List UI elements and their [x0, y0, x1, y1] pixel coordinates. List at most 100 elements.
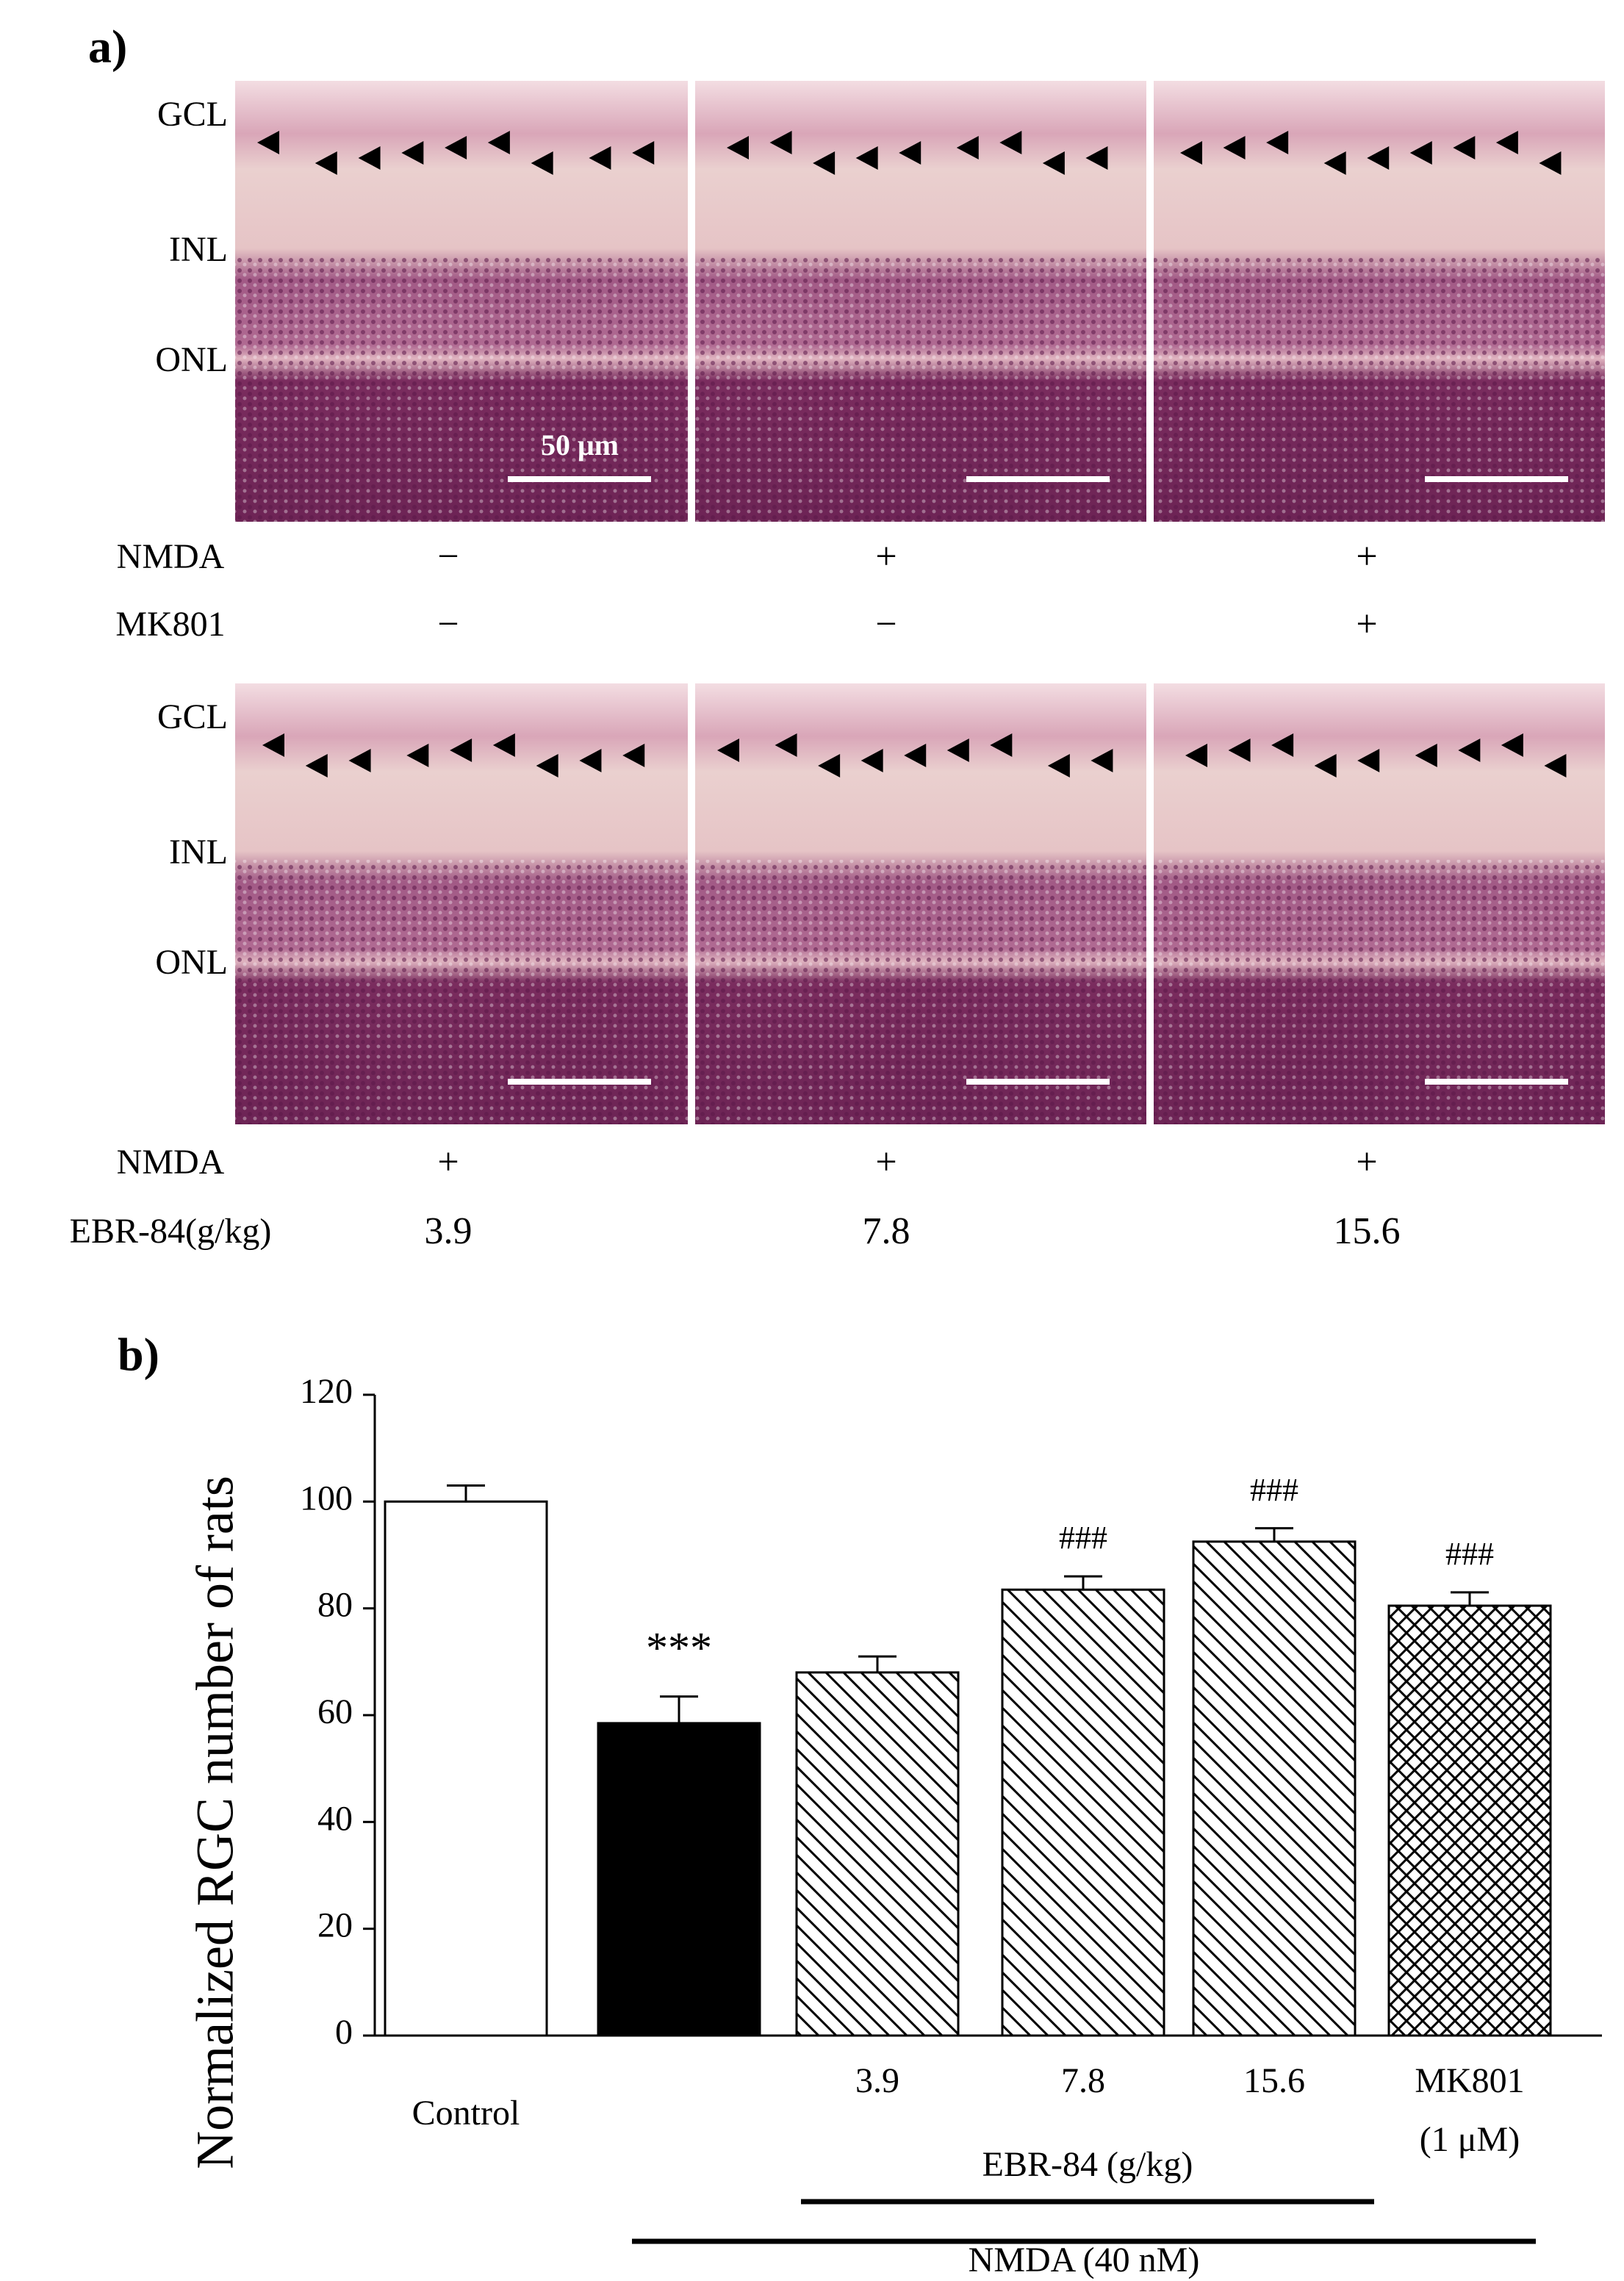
- y-tick-label: 20: [317, 1906, 353, 1945]
- arrowhead: [1539, 151, 1562, 175]
- x-tick-label: Control: [412, 2094, 520, 2133]
- significance-label: ###: [1250, 1472, 1298, 1508]
- arrowhead: [1314, 754, 1337, 777]
- arrowhead: [813, 151, 836, 175]
- layer-label: ONL: [155, 943, 228, 982]
- condition-label: NMDA: [117, 537, 225, 576]
- layer-label: GCL: [157, 95, 228, 134]
- arrowhead: [904, 744, 927, 767]
- arrowhead: [1495, 131, 1518, 154]
- bar: [1001, 1588, 1165, 2037]
- significance-label: ***: [646, 1623, 712, 1672]
- arrowhead: [769, 131, 792, 154]
- arrowhead: [1453, 136, 1476, 159]
- layer-label: GCL: [157, 697, 228, 736]
- arrowhead: [775, 733, 797, 757]
- x-tick-label: 3.9: [855, 2061, 899, 2100]
- arrowhead: [536, 754, 558, 777]
- arrowhead: [1180, 141, 1202, 165]
- condition-mark: −: [437, 603, 459, 645]
- arrowhead: [406, 744, 429, 767]
- arrowhead: [1042, 151, 1065, 175]
- condition-mark: +: [875, 1141, 897, 1183]
- arrowhead: [305, 754, 328, 777]
- arrowhead: [315, 151, 337, 175]
- y-tick-label: 120: [300, 1372, 353, 1411]
- condition-mark: −: [875, 603, 897, 645]
- condition-label: MK801: [115, 605, 225, 644]
- scale-bar-label: 50 μm: [541, 428, 619, 461]
- arrowhead: [492, 733, 515, 757]
- arrowhead: [1415, 744, 1437, 767]
- condition-mark: 7.8: [863, 1210, 910, 1252]
- arrowhead: [487, 131, 510, 154]
- y-tick-label: 0: [335, 2013, 353, 2052]
- panel-label: b): [118, 1329, 159, 1381]
- x-tick-label: MK801: [1415, 2061, 1524, 2100]
- arrowhead: [1047, 754, 1070, 777]
- arrowhead: [899, 141, 921, 165]
- arrowhead: [262, 733, 284, 757]
- y-tick-label: 60: [317, 1692, 353, 1731]
- x-tick-label: 15.6: [1243, 2061, 1305, 2100]
- bar: [597, 1722, 761, 2037]
- arrowhead: [445, 136, 467, 159]
- significance-label: ###: [1059, 1520, 1107, 1556]
- arrowhead: [1223, 136, 1246, 159]
- arrowhead: [990, 733, 1013, 757]
- group-label: EBR-84 (g/kg): [982, 2145, 1193, 2184]
- bar: [1192, 1540, 1357, 2037]
- condition-mark: −: [437, 536, 459, 578]
- arrowhead: [257, 131, 279, 154]
- arrowhead: [1367, 146, 1390, 170]
- arrowhead: [1357, 749, 1380, 772]
- condition-mark: 3.9: [425, 1210, 473, 1252]
- arrowhead: [1544, 754, 1567, 777]
- condition-label: EBR-84(g/kg): [70, 1212, 272, 1251]
- arrowhead: [1323, 151, 1346, 175]
- arrowhead: [1501, 733, 1523, 757]
- arrowhead: [531, 151, 553, 175]
- panel-label: a): [88, 21, 127, 73]
- arrowhead: [348, 749, 371, 772]
- layer-label: ONL: [155, 340, 228, 379]
- condition-mark: +: [1356, 536, 1377, 578]
- arrowhead: [855, 146, 878, 170]
- arrowhead: [1266, 131, 1289, 154]
- condition-mark: +: [875, 536, 897, 578]
- arrowhead: [579, 749, 602, 772]
- x-tick-label: (1 μM): [1420, 2120, 1520, 2159]
- y-tick-label: 80: [317, 1586, 353, 1625]
- arrowhead: [946, 739, 969, 762]
- condition-mark: +: [437, 1141, 459, 1183]
- y-tick-label: 100: [300, 1479, 353, 1517]
- bar: [795, 1671, 960, 2037]
- bar: [384, 1500, 548, 2037]
- arrowhead: [450, 739, 473, 762]
- arrowhead: [1228, 739, 1251, 762]
- significance-label: ###: [1445, 1536, 1494, 1572]
- y-tick-label: 40: [317, 1799, 353, 1838]
- x-tick-label: 7.8: [1061, 2061, 1105, 2100]
- group-label: NMDA (40 nM): [969, 2241, 1200, 2280]
- arrowhead: [999, 131, 1022, 154]
- arrowhead: [358, 146, 381, 170]
- y-axis-label: Normalized RGC number of rats: [186, 1476, 245, 2169]
- arrowhead: [717, 739, 739, 762]
- arrowhead: [727, 136, 749, 159]
- arrowhead: [589, 146, 611, 170]
- arrowhead: [956, 136, 979, 159]
- condition-mark: +: [1356, 603, 1377, 645]
- arrowhead: [818, 754, 841, 777]
- arrowhead: [1409, 141, 1432, 165]
- arrowhead: [1458, 739, 1481, 762]
- layer-label: INL: [169, 833, 228, 872]
- arrowhead: [860, 749, 883, 772]
- condition-mark: 15.6: [1334, 1210, 1401, 1252]
- arrowhead: [1271, 733, 1294, 757]
- arrowhead: [1091, 749, 1113, 772]
- bar: [1387, 1604, 1552, 2037]
- arrowhead: [1085, 146, 1108, 170]
- arrowhead: [401, 141, 424, 165]
